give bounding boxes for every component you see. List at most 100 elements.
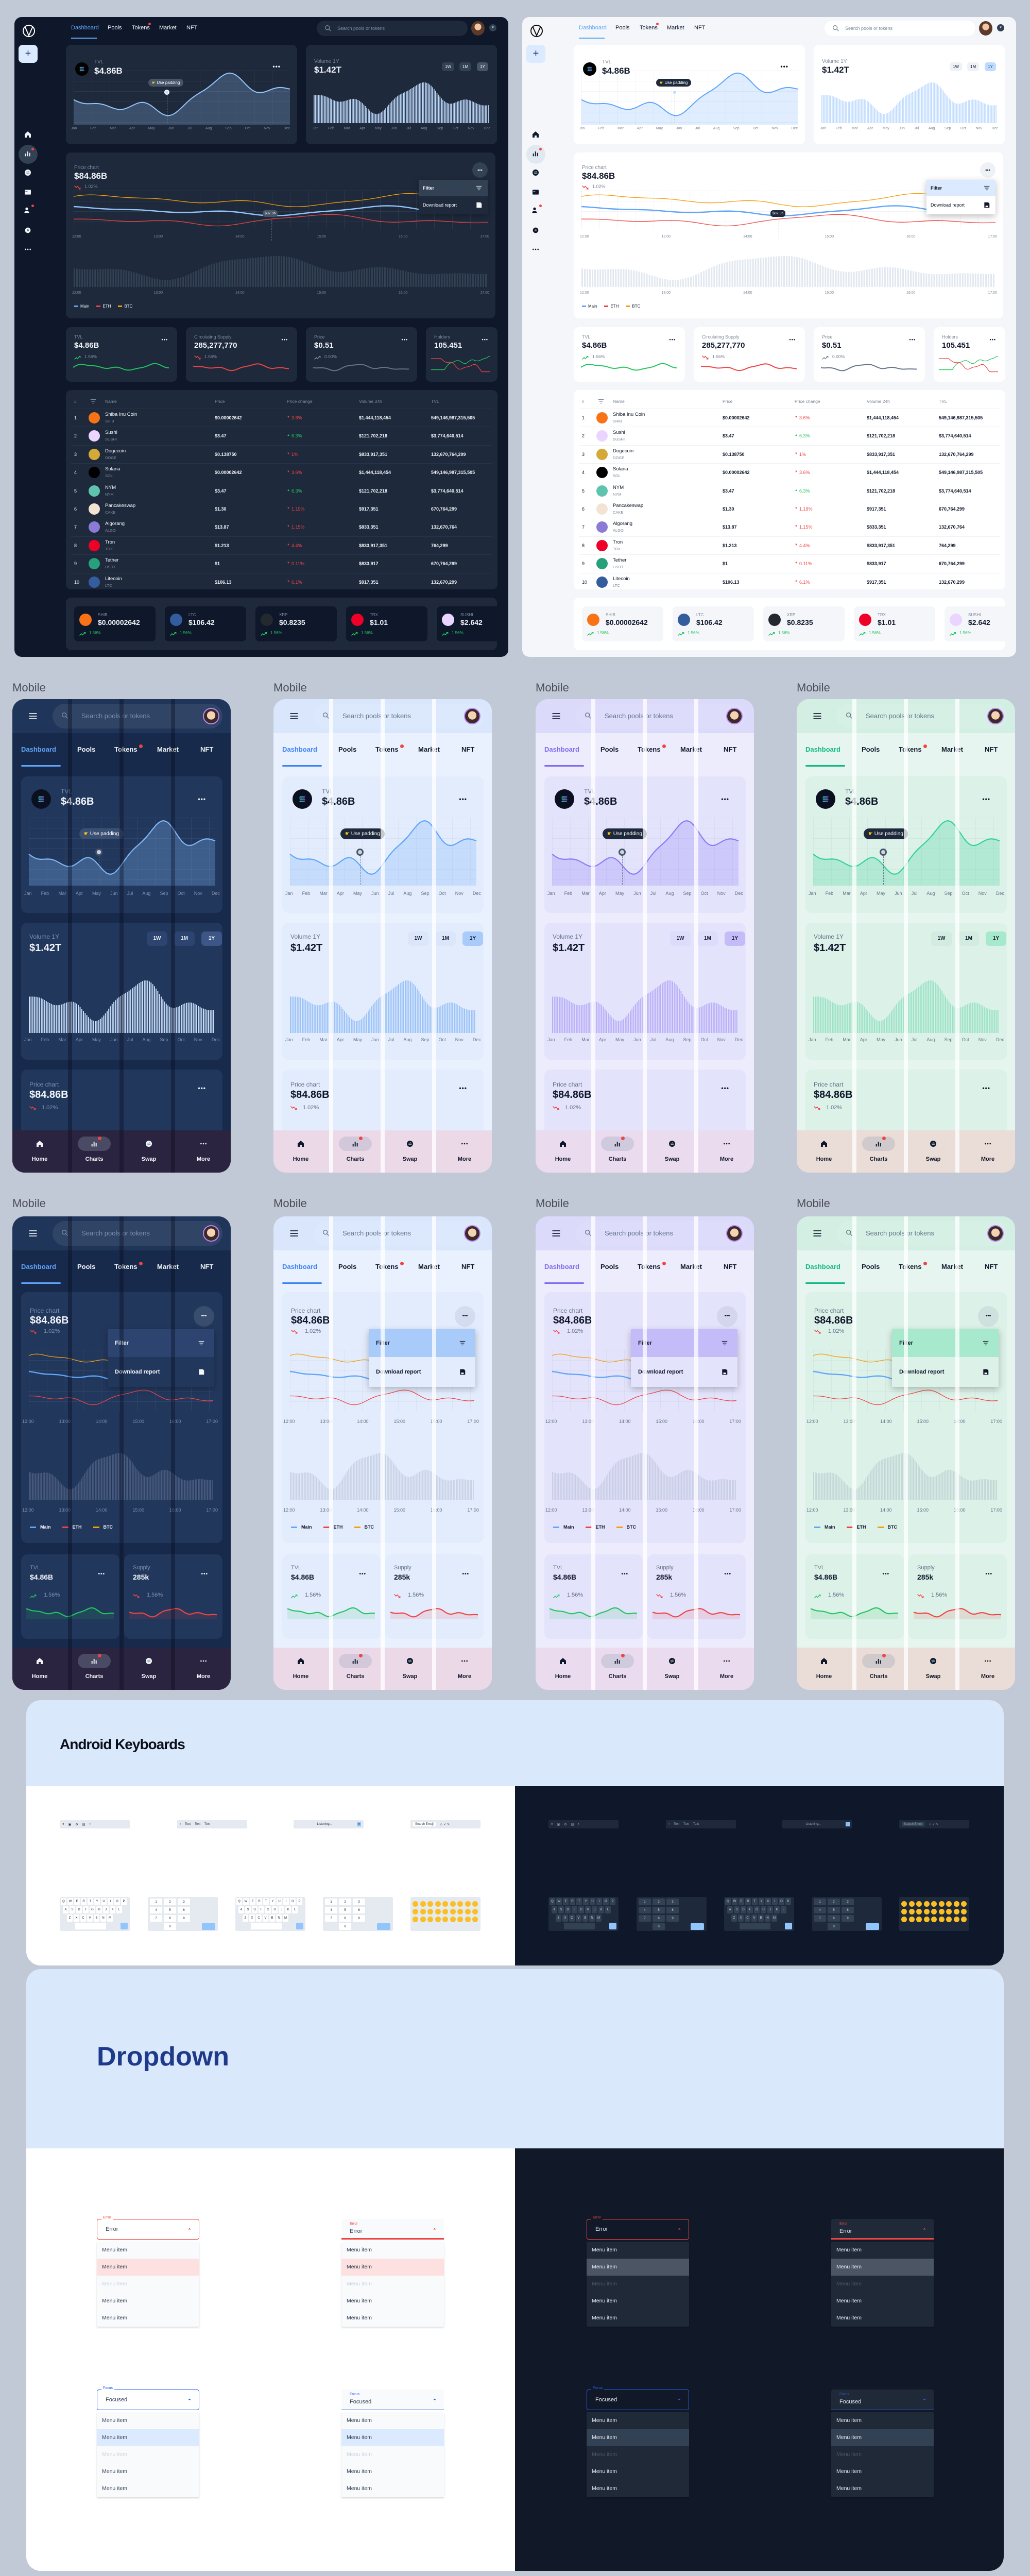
key[interactable]: O [779, 1898, 784, 1905]
key[interactable]: A [727, 1906, 733, 1913]
ticker-card[interactable]: LTC $106.42 1.56% [673, 606, 754, 641]
menu-item[interactable]: Menu item [836, 2247, 862, 2253]
key[interactable]: N [589, 1914, 595, 1922]
dropdown-field[interactable]: Error Error [341, 2219, 444, 2240]
sidebar-swap-icon[interactable] [531, 168, 541, 178]
tab-tokens[interactable]: Tokens [638, 1263, 661, 1270]
search-input[interactable]: Search pools or tokens [53, 704, 222, 728]
sidebar-chart-icon[interactable] [24, 149, 33, 159]
bottom-nav-swap[interactable]: Swap [122, 1648, 176, 1690]
stat-more-button[interactable]: ••• [281, 337, 288, 342]
range-1m-button[interactable]: 1M [697, 931, 718, 946]
tab-tokens[interactable]: Tokens [638, 745, 661, 753]
legend-item[interactable]: ETH [323, 1524, 343, 1530]
sidebar-card-icon[interactable] [531, 188, 541, 197]
key[interactable]: L [605, 1906, 611, 1913]
bottom-nav-more[interactable]: More [176, 1648, 231, 1690]
hamburger-menu-icon[interactable] [28, 711, 38, 721]
tvl-more-button[interactable]: ••• [721, 795, 729, 803]
column-header[interactable]: TVL [939, 399, 947, 404]
column-header[interactable]: Price [723, 399, 733, 404]
menu-item[interactable]: Menu item [97, 2259, 199, 2276]
ticker-card[interactable]: TRX $1.01 1.56% [346, 606, 427, 641]
menu-item[interactable]: Menu item [592, 2315, 617, 2321]
number-key[interactable]: 1 [325, 1899, 337, 1905]
emoji-icon[interactable] [472, 1917, 478, 1922]
emoji-icon[interactable] [465, 1909, 471, 1914]
number-key[interactable]: 2 [653, 1899, 665, 1905]
emoji-icon[interactable] [908, 1901, 915, 1907]
tab-tokens[interactable]: Tokens [899, 745, 922, 753]
emoji-icon[interactable] [420, 1901, 426, 1907]
number-key[interactable]: 3 [666, 1899, 679, 1905]
ticker-card[interactable]: TRX $1.01 1.56% [854, 606, 935, 641]
range-1m-button[interactable]: 1M [435, 931, 456, 946]
number-key[interactable]: 0 [653, 1923, 665, 1930]
enter-key[interactable] [609, 1923, 616, 1929]
key[interactable]: Q [61, 1898, 66, 1905]
app-logo[interactable] [530, 24, 543, 38]
tab-pools[interactable]: Pools [108, 25, 122, 31]
tab-nft[interactable]: NFT [724, 745, 737, 753]
ticker-card[interactable]: XRP $0.8235 1.56% [763, 606, 845, 641]
key[interactable]: J [592, 1906, 597, 1913]
search-input[interactable]: Search pools or tokens [314, 1221, 484, 1246]
number-key[interactable]: 9 [353, 1915, 365, 1922]
key[interactable]: Q [550, 1898, 555, 1905]
sidebar-more-icon[interactable] [531, 245, 541, 255]
stat-more-button[interactable]: ••• [161, 337, 168, 342]
tab-pools[interactable]: Pools [77, 1263, 96, 1270]
emoji-icon[interactable] [413, 1901, 418, 1907]
key[interactable]: T [752, 1898, 758, 1905]
table-row[interactable]: 2 Sushi SUSHI $3.47 ▲ 6.3% $121,702,218 … [579, 427, 1000, 445]
tab-dashboard[interactable]: Dashboard [544, 745, 579, 753]
key[interactable]: F [259, 1906, 264, 1913]
tab-market[interactable]: Market [941, 745, 963, 753]
theme-icon[interactable]: ◐ [89, 1823, 91, 1826]
bottom-nav-home[interactable]: Home [536, 1130, 590, 1173]
key[interactable]: H [761, 1906, 766, 1913]
key[interactable]: Y [759, 1898, 764, 1905]
sidebar-card-icon[interactable] [24, 188, 33, 197]
avatar[interactable] [464, 708, 480, 724]
emoji-icon[interactable] [901, 1909, 907, 1914]
range-1y-button[interactable]: 1Y [725, 931, 745, 946]
tab-market[interactable]: Market [157, 1263, 179, 1270]
sidebar-more-icon[interactable] [24, 245, 33, 255]
menu-item-download-report[interactable]: Download report [926, 196, 995, 214]
tab-nft[interactable]: NFT [985, 1263, 998, 1270]
key[interactable]: Q [725, 1898, 731, 1905]
account-dropdown-button[interactable]: ▾ [489, 24, 496, 31]
bottom-nav-charts[interactable]: Charts [67, 1130, 122, 1173]
emoji-icon[interactable] [923, 1901, 930, 1907]
key[interactable]: H [96, 1906, 102, 1913]
key[interactable]: O [290, 1898, 296, 1905]
key[interactable]: G [754, 1906, 760, 1913]
tab-nft[interactable]: NFT [724, 1263, 737, 1270]
menu-item[interactable]: Menu item [592, 2417, 617, 2424]
range-1y-button[interactable]: 1Y [462, 931, 483, 946]
legend-item[interactable]: Main [291, 1524, 312, 1530]
price-more-button[interactable]: ••• [721, 1084, 729, 1092]
emoji-icon[interactable] [901, 1917, 907, 1922]
tab-pools[interactable]: Pools [338, 1263, 357, 1270]
table-row[interactable]: 7 Algorang ALGO $13.87 ▼ 1.15% $833,351 … [579, 518, 1000, 536]
space-key[interactable] [564, 1923, 595, 1929]
range-1m-button[interactable]: 1M [958, 931, 979, 946]
number-key[interactable]: 5 [164, 1907, 176, 1913]
column-header[interactable]: Price change [287, 399, 313, 404]
stat-more-button[interactable]: ••• [789, 337, 796, 342]
number-key[interactable]: 3 [353, 1899, 365, 1905]
key[interactable]: X [738, 1914, 744, 1922]
stat-more-button[interactable]: ••• [98, 1571, 105, 1577]
table-row[interactable]: 8 Tron TRX $1.213 ▼ 4.4% $833,917,351 76… [71, 536, 492, 554]
emoji-icon[interactable] [442, 1909, 448, 1914]
bottom-nav-swap[interactable]: Swap [122, 1130, 176, 1173]
menu-item[interactable]: Menu item [836, 2298, 862, 2304]
key[interactable]: L [781, 1906, 786, 1913]
key[interactable]: W [67, 1898, 73, 1905]
search-input[interactable]: Search pools or tokens [314, 704, 484, 728]
emoji-icon[interactable] [435, 1901, 441, 1907]
table-row[interactable]: 1 Shiba Inu Coin SHIB $0.00002642 ▼ 3.6%… [579, 409, 1000, 427]
emoji-icon[interactable] [916, 1909, 922, 1914]
